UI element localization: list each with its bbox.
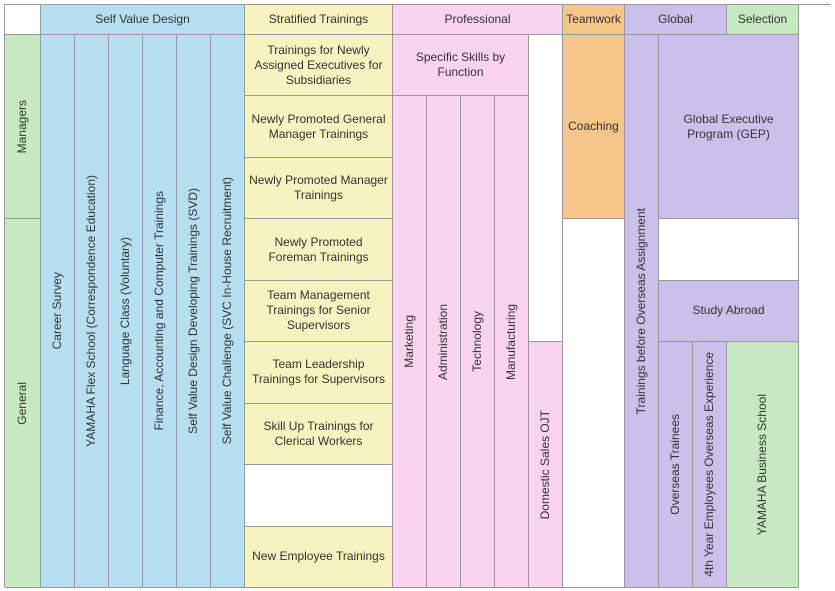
prof-mfg: Manufacturing	[495, 96, 529, 588]
global-blank	[659, 219, 799, 280]
strat-new-emp: New Employee Trainings	[245, 527, 393, 588]
prof-domestic: Domestic Sales OJT	[529, 342, 563, 588]
strat-exec-sub: Trainings for Newly Assigned Executives …	[245, 35, 393, 96]
global-4th-year: 4th Year Employees Overseas Experience	[693, 342, 727, 588]
level-general: General	[5, 219, 41, 588]
svd-finance: Finance, Accounting and Computer Trainin…	[143, 35, 177, 588]
prof-tech: Technology	[461, 96, 495, 588]
header-professional: Professional	[393, 5, 563, 35]
header-stratified: Stratified Trainings	[245, 5, 393, 35]
strat-senior-sup: Team Management Trainings for Senior Sup…	[245, 281, 393, 342]
strat-mgr: Newly Promoted Manager Trainings	[245, 158, 393, 219]
svd-challenge: Self Value Challenge (SVC In-House Recru…	[211, 35, 245, 588]
strat-foreman: Newly Promoted Foreman Trainings	[245, 219, 393, 280]
global-study-abroad: Study Abroad	[659, 281, 799, 342]
training-matrix: Self Value DesignStratified TrainingsPro…	[4, 4, 831, 587]
strat-gm: Newly Promoted General Manager Trainings	[245, 96, 393, 157]
global-biz-school: YAMAHA Business School	[727, 342, 799, 588]
header-global: Global	[625, 5, 727, 35]
strat-sup: Team Leadership Trainings for Supervisor…	[245, 342, 393, 403]
svd-flex-school: YAMAHA Flex School (Correspondence Educa…	[75, 35, 109, 588]
team-coaching: Coaching	[563, 35, 625, 219]
global-overseas-trainees: Overseas Trainees	[659, 342, 693, 588]
svd-career-survey: Career Survey	[41, 35, 75, 588]
header-self-value: Self Value Design	[41, 5, 245, 35]
svd-developing: Self Value Design Developing Trainings (…	[177, 35, 211, 588]
prof-blank-top	[529, 35, 563, 342]
header-selection: Selection	[727, 5, 799, 35]
prof-marketing: Marketing	[393, 96, 427, 588]
global-gep: Global Executive Program (GEP)	[659, 35, 799, 219]
strat-skillup: Skill Up Trainings for Clerical Workers	[245, 404, 393, 465]
team-blank	[563, 219, 625, 588]
global-before-overseas: Trainings before Overseas Assignment	[625, 35, 659, 588]
level-managers: Managers	[5, 35, 41, 219]
prof-specific: Specific Skills by Function	[393, 35, 529, 96]
header-teamwork: Teamwork	[563, 5, 625, 35]
strat-blank	[245, 465, 393, 526]
prof-admin: Administration	[427, 96, 461, 588]
svd-language: Language Class (Voluntary)	[109, 35, 143, 588]
header-corner	[5, 5, 41, 35]
